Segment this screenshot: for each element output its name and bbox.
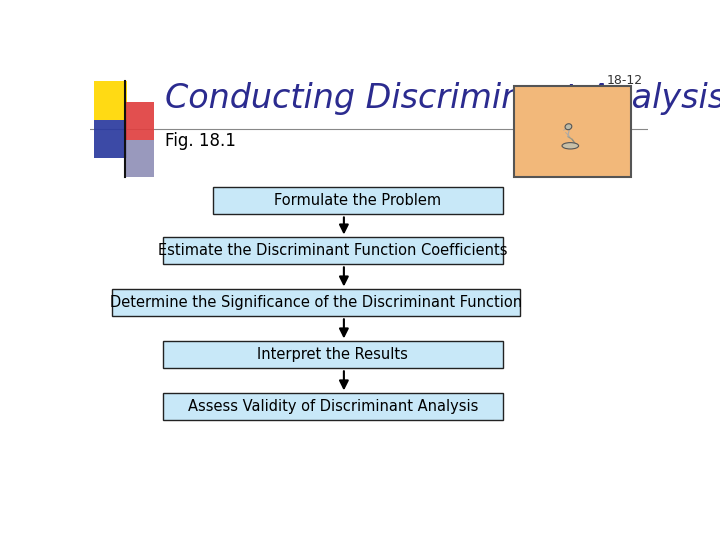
Bar	[94, 82, 127, 120]
Text: Determine the Significance of the Discriminant Function: Determine the Significance of the Discri…	[110, 295, 522, 310]
Text: Assess Validity of Discriminant Analysis: Assess Validity of Discriminant Analysis	[187, 399, 478, 414]
Bar	[94, 120, 127, 158]
Bar	[126, 102, 153, 140]
Text: Fig. 18.1: Fig. 18.1	[166, 132, 236, 150]
FancyBboxPatch shape	[163, 341, 503, 368]
Ellipse shape	[562, 143, 579, 149]
Bar	[126, 140, 153, 177]
Text: 18-12: 18-12	[606, 74, 642, 87]
Text: Interpret the Results: Interpret the Results	[257, 347, 408, 362]
Text: Conducting Discriminant Analysis: Conducting Discriminant Analysis	[166, 82, 720, 114]
Ellipse shape	[565, 124, 572, 130]
FancyBboxPatch shape	[112, 289, 520, 316]
FancyBboxPatch shape	[514, 85, 631, 177]
FancyBboxPatch shape	[163, 393, 503, 420]
FancyBboxPatch shape	[163, 238, 503, 265]
Text: Estimate the Discriminant Function Coefficients: Estimate the Discriminant Function Coeff…	[158, 244, 508, 258]
FancyBboxPatch shape	[213, 187, 503, 214]
Text: Formulate the Problem: Formulate the Problem	[274, 193, 441, 208]
